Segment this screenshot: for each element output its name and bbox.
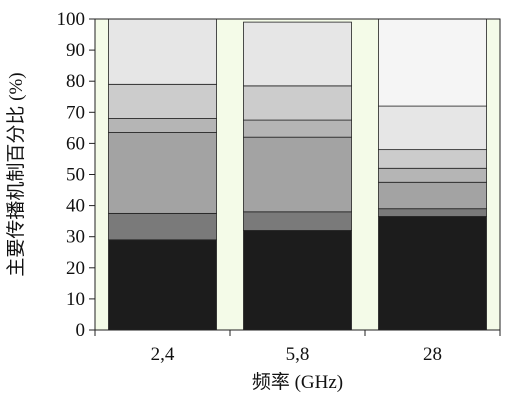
y-axis-title: 主要传播机制百分比 (%) [5, 72, 27, 276]
bar-segment-2-cat-1 [108, 212, 217, 241]
bar-segment-1-cat-3 [378, 216, 487, 331]
y-tick-label: 40 [66, 196, 85, 217]
bar-segment-1-cat-2 [243, 230, 352, 331]
bar-segment-2-cat-2 [243, 211, 352, 231]
bar-segment-6-cat-2 [243, 21, 352, 87]
y-tick-label: 100 [57, 9, 86, 30]
bar-segment-4-cat-2 [243, 119, 352, 138]
y-tick-label: 90 [66, 40, 85, 61]
y-tick-label: 30 [66, 227, 85, 248]
x-tick-label: 2,4 [151, 344, 175, 365]
x-tick-label: 28 [423, 344, 442, 365]
bars-layer [94, 18, 501, 331]
y-tick-label: 70 [66, 102, 85, 123]
bar-segment-6-cat-3 [378, 105, 487, 151]
bar-segment-6-cat-1 [108, 18, 217, 85]
bar-segment-5-cat-1 [108, 83, 217, 119]
y-axis: 0 10 20 30 40 50 60 70 80 90 100 [57, 9, 95, 341]
bar-segment-5-cat-2 [243, 85, 352, 121]
y-tick-label: 80 [66, 71, 85, 92]
bar-segment-4-cat-1 [108, 118, 217, 133]
bar-segment-3-cat-3 [378, 181, 487, 210]
y-tick-label: 20 [66, 258, 85, 279]
bar-segment-3-cat-1 [108, 132, 217, 214]
bar-segment-5-cat-3 [378, 149, 487, 169]
y-tick-label: 60 [66, 133, 85, 154]
x-tick-label: 5,8 [286, 344, 310, 365]
bar-segment-2-cat-3 [378, 208, 487, 217]
y-tick-label: 10 [66, 289, 85, 310]
x-axis-title: 频率 (GHz) [252, 371, 343, 393]
bar-segment-4-cat-3 [378, 167, 487, 183]
y-tick-label: 0 [76, 320, 86, 341]
bar-segment-7-cat-3 [378, 18, 487, 107]
bar-segment-1-cat-1 [108, 239, 217, 331]
y-tick-label: 50 [66, 165, 85, 186]
bar-segment-3-cat-2 [243, 136, 352, 213]
x-axis: 2,4 5,8 28 [94, 330, 501, 365]
